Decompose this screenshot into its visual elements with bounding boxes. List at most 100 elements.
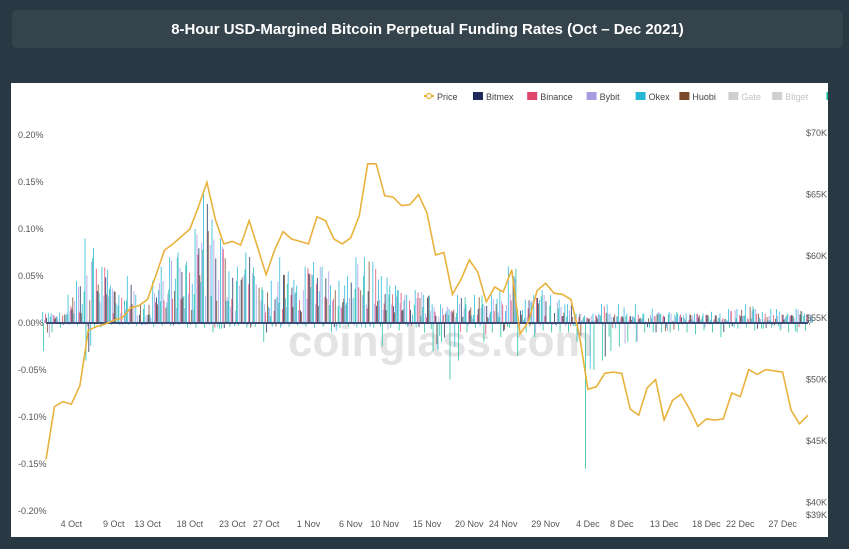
funding-bar — [493, 311, 495, 323]
funding-bar — [157, 304, 158, 323]
funding-bar — [458, 323, 459, 361]
funding-bar — [435, 315, 437, 323]
funding-bar — [623, 307, 625, 323]
price-line — [45, 163, 809, 460]
funding-bar — [704, 323, 706, 328]
funding-bar — [265, 312, 267, 323]
funding-bar — [174, 278, 176, 323]
funding-bar — [744, 315, 745, 323]
funding-bar — [776, 309, 777, 323]
funding-bar — [775, 318, 776, 323]
funding-bar — [512, 276, 514, 323]
funding-bar — [686, 323, 688, 333]
funding-bar — [588, 318, 590, 323]
funding-bar — [376, 305, 378, 323]
funding-bar — [264, 304, 266, 323]
funding-bar — [240, 279, 242, 323]
funding-bar — [339, 323, 341, 328]
funding-bar — [128, 310, 130, 323]
funding-bar — [663, 315, 665, 323]
funding-bar — [309, 274, 311, 323]
funding-bar — [710, 319, 712, 323]
funding-bar — [758, 313, 760, 323]
funding-bar — [417, 292, 419, 323]
funding-bar — [236, 281, 237, 323]
funding-bar — [759, 317, 760, 323]
funding-bar — [206, 204, 208, 323]
funding-bar — [680, 314, 681, 323]
funding-bar — [331, 323, 332, 333]
funding-bar — [598, 313, 600, 323]
funding-bar — [126, 300, 127, 323]
funding-bar — [382, 309, 384, 323]
funding-bar — [682, 315, 684, 323]
funding-bar — [268, 306, 269, 323]
funding-bar — [378, 279, 379, 323]
funding-bar — [81, 304, 83, 323]
funding-bar — [126, 276, 128, 323]
funding-bar — [125, 309, 126, 323]
funding-bar — [468, 311, 470, 323]
funding-bar — [173, 290, 175, 323]
funding-bar — [647, 323, 649, 328]
funding-bar — [284, 274, 285, 323]
funding-bar — [335, 323, 337, 331]
funding-bar — [673, 323, 675, 330]
funding-bar — [464, 297, 466, 323]
funding-bar — [182, 297, 184, 323]
funding-bar — [596, 316, 598, 323]
funding-bar — [388, 294, 390, 323]
funding-bar — [452, 312, 454, 323]
funding-bar — [472, 318, 474, 323]
title-bar: 8-Hour USD-Margined Bitcoin Perpetual Fu… — [12, 10, 843, 48]
funding-bar — [613, 317, 615, 323]
funding-bar — [545, 301, 547, 323]
funding-bar — [723, 323, 725, 333]
funding-bar — [57, 318, 59, 323]
funding-bar — [290, 294, 292, 323]
legend-label-huobi: Huobi — [692, 92, 716, 102]
funding-bar — [279, 257, 281, 323]
funding-bar — [427, 295, 429, 323]
funding-bar — [42, 311, 44, 323]
funding-bar — [379, 300, 380, 323]
funding-bar — [601, 323, 603, 361]
funding-bar — [773, 314, 775, 323]
funding-bar — [115, 303, 117, 323]
funding-bar — [78, 312, 80, 323]
funding-bar — [639, 317, 641, 323]
funding-bar — [771, 323, 773, 328]
funding-bar — [427, 297, 428, 323]
funding-bar — [767, 320, 769, 323]
funding-bar — [483, 323, 485, 342]
funding-bar — [454, 323, 456, 347]
funding-bar — [389, 285, 391, 323]
funding-bar — [224, 258, 226, 323]
funding-bar — [636, 323, 638, 342]
funding-bar — [507, 323, 508, 327]
funding-bar — [479, 323, 481, 326]
funding-bar — [474, 323, 476, 328]
funding-bar — [347, 323, 349, 327]
funding-bar — [719, 313, 721, 323]
funding-bar — [691, 319, 693, 323]
funding-bar — [754, 323, 756, 331]
funding-bar — [808, 320, 809, 323]
funding-bar — [789, 315, 791, 323]
funding-bar — [513, 276, 515, 323]
funding-bar — [332, 298, 334, 323]
funding-bar — [305, 323, 307, 327]
funding-bar — [781, 314, 783, 323]
funding-bar — [416, 298, 418, 323]
funding-bar — [87, 323, 89, 327]
funding-bar — [147, 314, 149, 323]
funding-bar — [470, 307, 472, 323]
funding-bar — [302, 290, 304, 323]
funding-bar — [443, 323, 445, 338]
funding-bar — [348, 297, 350, 323]
funding-bar — [249, 257, 251, 323]
funding-bar — [601, 304, 602, 323]
funding-bar — [510, 300, 512, 323]
funding-bar — [692, 315, 694, 323]
funding-bar — [400, 292, 402, 323]
